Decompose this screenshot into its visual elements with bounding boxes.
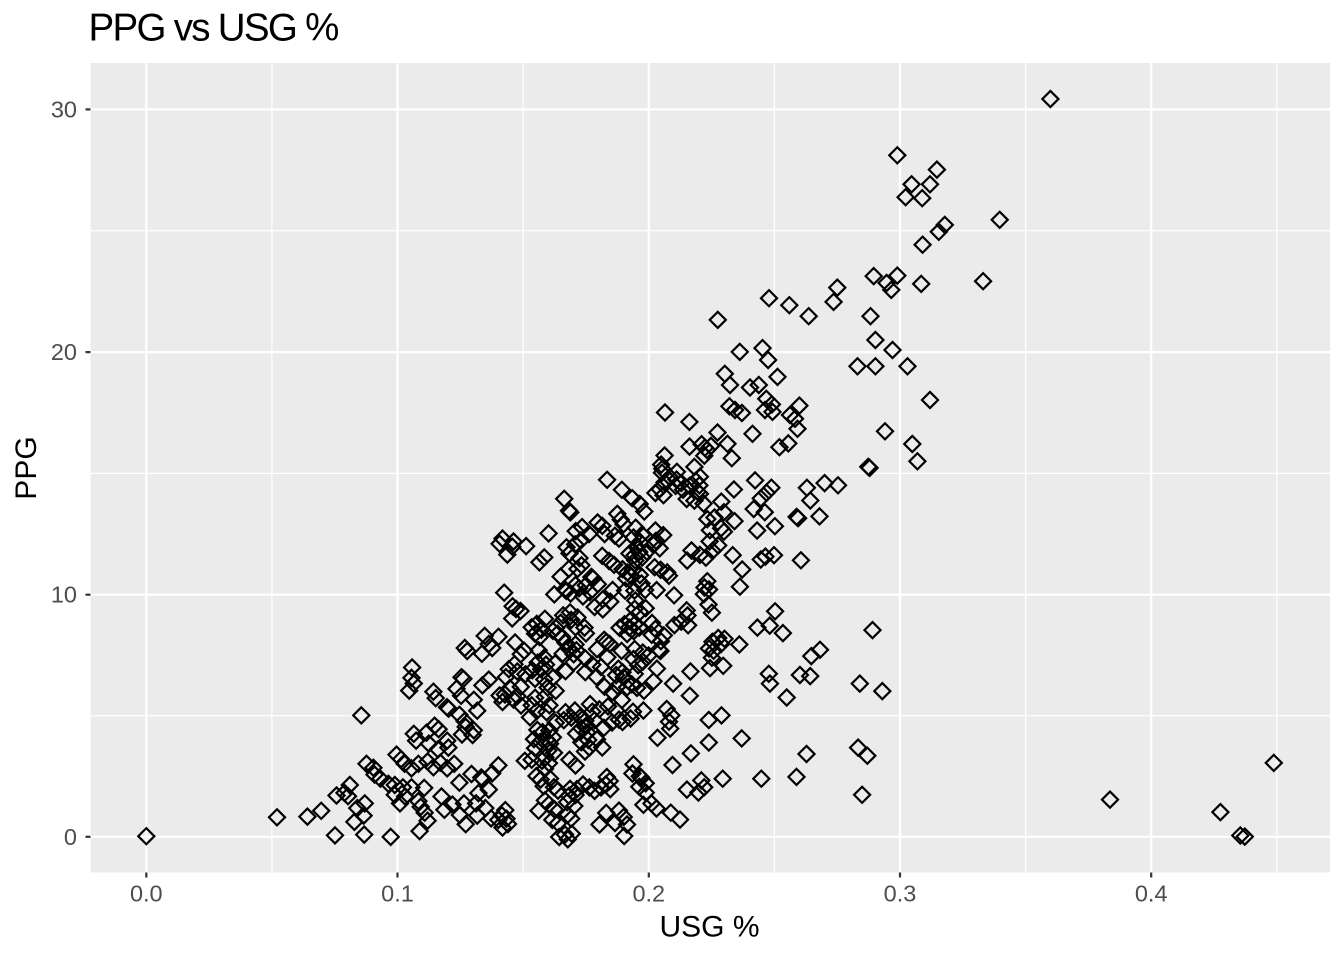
svg-text:10: 10 <box>51 582 77 608</box>
svg-text:0.0: 0.0 <box>130 881 163 907</box>
svg-text:0.4: 0.4 <box>1135 881 1168 907</box>
svg-text:0.1: 0.1 <box>381 881 414 907</box>
svg-text:USG %: USG % <box>659 911 759 944</box>
svg-text:20: 20 <box>51 339 77 365</box>
svg-text:PPG vs USG %: PPG vs USG % <box>89 7 339 50</box>
svg-text:PPG: PPG <box>10 436 43 499</box>
svg-text:0.2: 0.2 <box>632 881 665 907</box>
svg-text:0.3: 0.3 <box>884 881 917 907</box>
svg-text:30: 30 <box>51 96 77 122</box>
svg-text:0: 0 <box>64 824 77 850</box>
